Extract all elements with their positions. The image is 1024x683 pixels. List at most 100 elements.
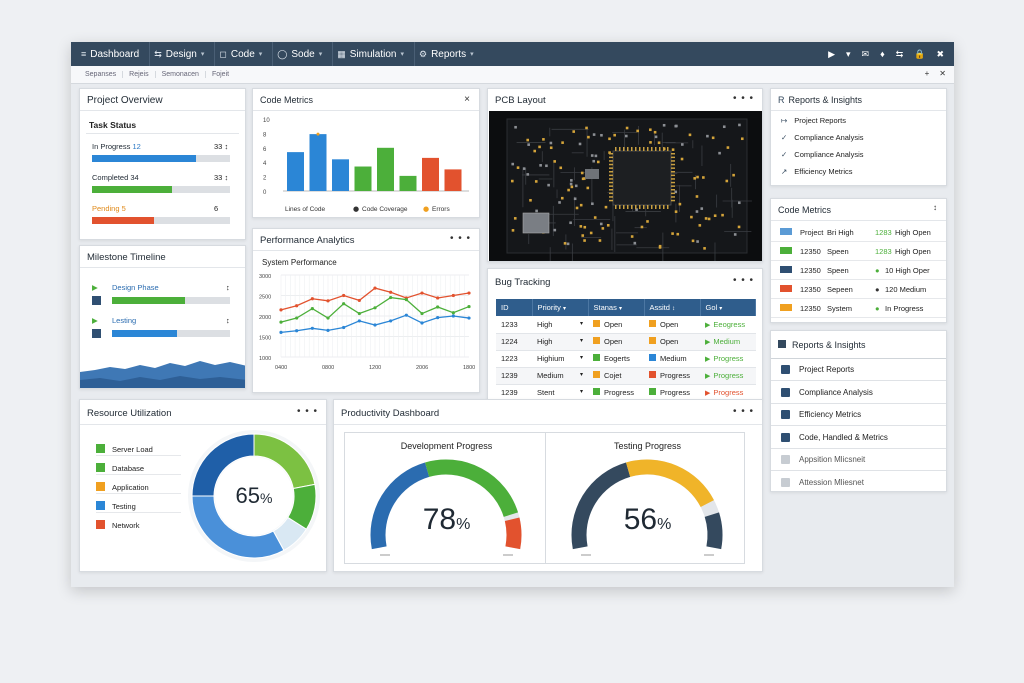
lock-icon[interactable]: 🔒 [914, 48, 926, 59]
subtab[interactable]: Fojeit [211, 71, 230, 78]
metric-id: 12350 [800, 266, 821, 275]
column-header[interactable]: Priority ▾ [532, 299, 589, 316]
column-header[interactable]: ID [496, 299, 533, 316]
report-link[interactable]: ↗ Efficiency Metrics [781, 167, 853, 176]
chevron-down-icon[interactable]: ▾ [579, 372, 583, 378]
checkbox-icon[interactable] [781, 410, 790, 419]
x-tick-label: 1200 [369, 365, 381, 371]
report-link[interactable]: ✓ Compliance Analysis [781, 150, 864, 159]
list-item[interactable]: 12350 Sepeen ● 120 Medium [771, 280, 946, 299]
report-item[interactable]: Project Reports [771, 359, 946, 381]
pcb-pad [511, 162, 515, 166]
series-point [467, 304, 471, 309]
report-item[interactable]: Appsition Mlicsneit [771, 449, 946, 471]
column-header[interactable]: Assitd ↕ [644, 299, 701, 316]
flag-icon: ▶ [705, 321, 711, 329]
column-header[interactable]: Stanas ▾ [588, 299, 645, 316]
chevron-down-icon[interactable]: ▾ [579, 320, 583, 327]
menu-label: Sode [291, 48, 315, 60]
pcb-pad [526, 138, 530, 142]
pcb-pad [589, 231, 593, 235]
subtab[interactable]: Semonacen [156, 71, 206, 78]
report-label: Efficiency Metrics [794, 167, 853, 176]
series-point [436, 305, 440, 309]
series-point [342, 293, 346, 298]
add-icon[interactable]: + [924, 69, 930, 78]
status-swatch [593, 371, 600, 378]
menu-simulation[interactable]: ▦ Simulation ▾ [333, 42, 415, 66]
table-row[interactable]: 1224 High ▾ Open Open ▶ Medium [496, 333, 756, 351]
table-row[interactable]: 1233 High ▾ Open Open ▶ Eeogress [496, 316, 756, 334]
swap-icon[interactable]: ⇆ [895, 48, 904, 59]
menu-dashboard[interactable]: ≡ Dashboard [77, 42, 151, 66]
table-row[interactable]: 1239 Medium ▾ Cojet Progress ▶ Progress [496, 367, 756, 385]
dropdown-icon[interactable]: ▾ [846, 48, 851, 59]
more-icon[interactable]: • • • [296, 406, 318, 417]
pcb-pad [570, 179, 573, 182]
pcb-pad [547, 183, 550, 187]
subtab[interactable]: Sepanses [79, 71, 124, 78]
subtab[interactable]: Rejeis [123, 71, 156, 78]
report-label: Compliance Analysis [799, 387, 873, 397]
gauge-segment [626, 459, 714, 508]
bug-id: 1233 [496, 316, 532, 334]
pcb-pad [569, 182, 573, 186]
checkbox-icon[interactable] [781, 387, 790, 397]
menu-sode[interactable]: ◯ Sode ▾ [273, 42, 334, 66]
chevron-down-icon[interactable]: ▾ [579, 389, 583, 395]
pcb-pad [583, 225, 587, 229]
pcb-pad [624, 134, 628, 138]
pcb-component [522, 212, 550, 234]
table-row[interactable]: 1239 Stent ▾ Progress Progress ▶ Progress [496, 384, 756, 399]
list-item[interactable]: 12350 Speen ● 10 High Oper [771, 261, 946, 280]
more-icon[interactable]: • • • [449, 233, 471, 244]
list-item[interactable]: 12350 System ● In Progress [771, 299, 946, 318]
report-link[interactable]: ↦ Project Reports [781, 116, 846, 125]
bug-goal: ▶ Progress [700, 384, 756, 399]
menu-code[interactable]: ◻ Code ▾ [215, 42, 274, 66]
chip-pin [609, 160, 613, 162]
more-icon[interactable]: • • • [732, 406, 754, 417]
bug-priority: Medium ▾ [532, 367, 588, 385]
play-icon[interactable]: ▶ [828, 48, 836, 59]
menu-reports[interactable]: ⚙ Reports ▾ [415, 42, 484, 66]
close-icon[interactable]: ✕ [939, 69, 946, 78]
chip-pin [627, 147, 629, 151]
report-item[interactable]: Attession Mliesnet [771, 472, 946, 492]
status-swatch [649, 337, 656, 344]
report-item[interactable]: Efficiency Metrics [771, 404, 946, 426]
report-item[interactable]: Code, Handled & Metrics [771, 427, 946, 449]
gauge-card: Testing Progress 56% [545, 432, 745, 564]
series-point [357, 311, 361, 316]
close-icon[interactable]: ✖ [936, 48, 944, 59]
sort-icon[interactable]: ↕ [933, 203, 938, 212]
pcb-pad [671, 232, 674, 235]
task-progress-bar [92, 186, 230, 193]
chevron-down-icon[interactable]: ▾ [579, 355, 583, 361]
gauge-svg [370, 459, 522, 556]
checkbox-icon[interactable] [781, 365, 790, 374]
tools-icon[interactable]: ♦ [880, 49, 885, 59]
legend-label: Database [112, 464, 145, 473]
flag-icon: ▶ [92, 316, 98, 325]
mail-icon[interactable]: ✉ [861, 48, 870, 59]
checkbox-icon[interactable] [781, 455, 790, 464]
pcb-pad [553, 160, 556, 163]
column-header[interactable]: Gol ▾ [700, 299, 756, 316]
close-icon[interactable]: × [464, 94, 471, 105]
metric-name: System [827, 304, 853, 313]
report-item[interactable]: Compliance Analysis [771, 382, 946, 404]
checkbox-icon[interactable] [781, 477, 790, 487]
report-link[interactable]: ✓ Compliance Analysis [781, 133, 864, 142]
checkbox-icon[interactable] [781, 432, 790, 442]
list-item[interactable]: Project Bri High 1283 High Open [771, 223, 946, 242]
list-item[interactable]: 12350 Speen 1283 High Open [771, 242, 946, 261]
more-icon[interactable]: • • • [732, 93, 754, 104]
chip-pin [671, 167, 675, 169]
pcb-board-image[interactable] [489, 111, 763, 262]
chevron-down-icon[interactable]: ▾ [579, 338, 583, 344]
pcb-pad [580, 171, 584, 175]
table-row[interactable]: 1223 Highium ▾ Eogerts Medium ▶ Progress [496, 350, 756, 368]
menu-design[interactable]: ⇆ Design ▾ [150, 42, 216, 66]
more-icon[interactable]: • • • [732, 275, 754, 286]
